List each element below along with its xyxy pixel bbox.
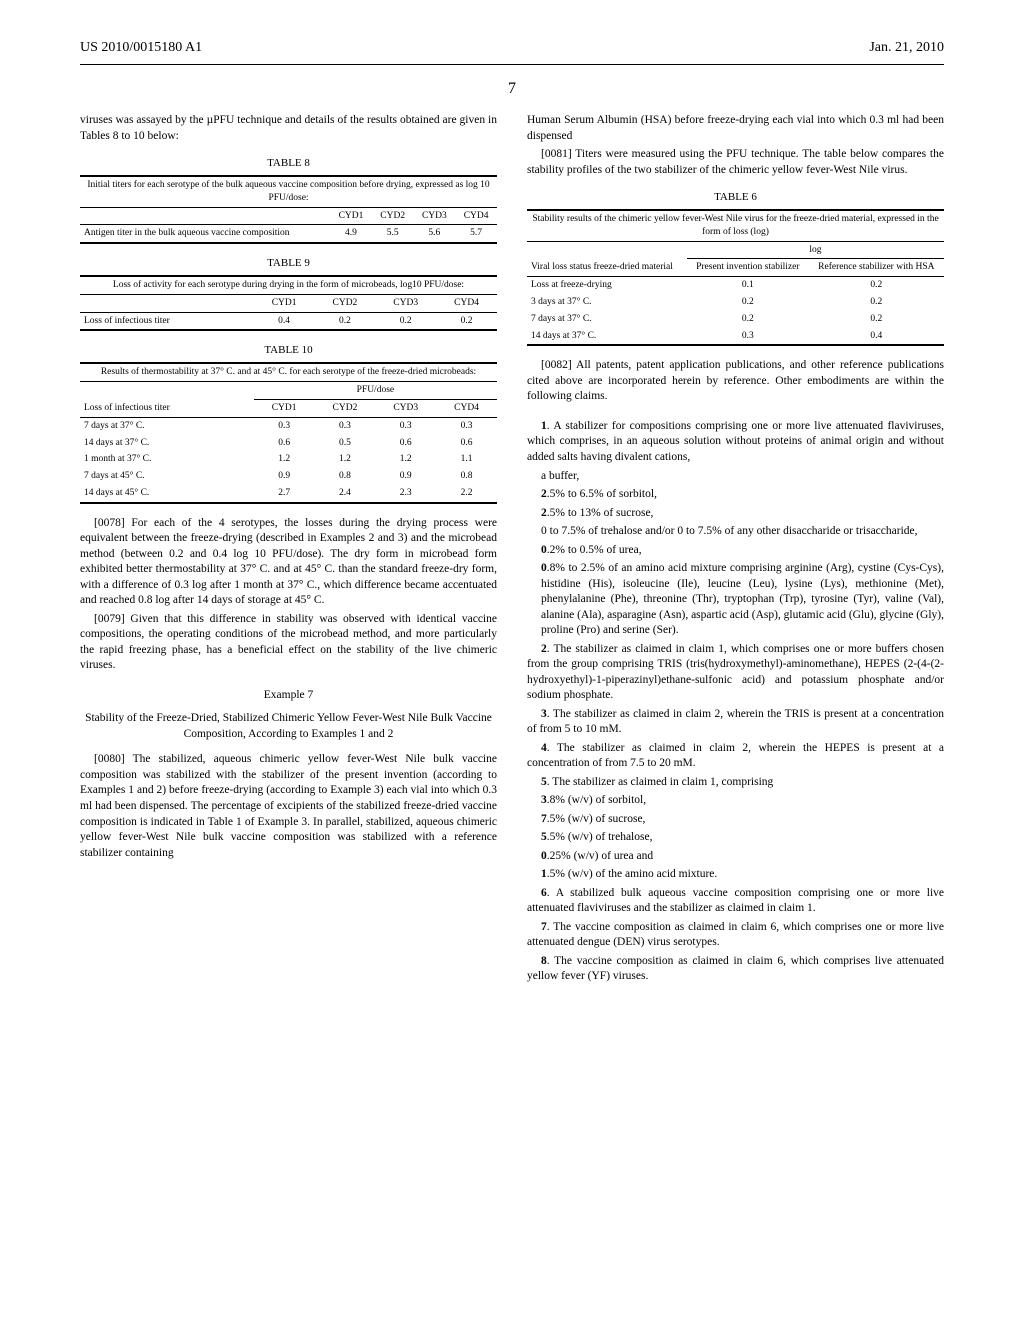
table6: Stability results of the chimeric yellow… <box>527 209 944 347</box>
claim-item: 5.5% (w/v) of trehalose, <box>527 830 944 846</box>
claim-item: 0.8% to 2.5% of an amino acid mixture co… <box>527 561 944 639</box>
claim-5: 5. The stabilizer as claimed in claim 1,… <box>527 775 944 791</box>
table9: Loss of activity for each serotype durin… <box>80 275 497 331</box>
page-number: 7 <box>0 80 1024 98</box>
table-row: 14 days at 37° C.0.30.4 <box>527 328 944 346</box>
content-columns: viruses was assayed by the µPFU techniqu… <box>0 113 1024 988</box>
left-column: viruses was assayed by the µPFU techniqu… <box>80 113 497 988</box>
claim-2: 2. The stabilizer as claimed in claim 1,… <box>527 642 944 704</box>
claim-item: 0.25% (w/v) of urea and <box>527 849 944 865</box>
table10-caption: Results of thermostability at 37° C. and… <box>80 363 497 381</box>
para-cont: Human Serum Albumin (HSA) before freeze-… <box>527 113 944 144</box>
para-78: [0078] For each of the 4 serotypes, the … <box>80 516 497 609</box>
table-row: 7 days at 37° C.0.30.30.30.3 <box>80 417 497 434</box>
claim-6: 6. A stabilized bulk aqueous vaccine com… <box>527 886 944 917</box>
table-row: 7 days at 45° C.0.90.80.90.8 <box>80 468 497 485</box>
right-column: Human Serum Albumin (HSA) before freeze-… <box>527 113 944 988</box>
publication-number: US 2010/0015180 A1 <box>80 40 202 56</box>
claim-item: a buffer, <box>527 469 944 485</box>
publication-date: Jan. 21, 2010 <box>869 40 944 56</box>
para-intro: viruses was assayed by the µPFU techniqu… <box>80 113 497 144</box>
table9-title: TABLE 9 <box>80 256 497 271</box>
table-row: 3 days at 37° C.0.20.2 <box>527 294 944 311</box>
claim-8: 8. The vaccine composition as claimed in… <box>527 954 944 985</box>
table-row: Loss at freeze-drying0.10.2 <box>527 277 944 294</box>
table8-caption: Initial titers for each serotype of the … <box>80 176 497 207</box>
table6-caption: Stability results of the chimeric yellow… <box>527 210 944 241</box>
para-79: [0079] Given that this difference in sta… <box>80 612 497 674</box>
claim-item: 0 to 7.5% of trehalose and/or 0 to 7.5% … <box>527 524 944 540</box>
para-81: [0081] Titers were measured using the PF… <box>527 147 944 178</box>
table-row: 1 month at 37° C.1.21.21.21.1 <box>80 451 497 468</box>
para-80: [0080] The stabilized, aqueous chimeric … <box>80 752 497 861</box>
table9-caption: Loss of activity for each serotype durin… <box>80 276 497 294</box>
header-rule <box>80 64 944 65</box>
table-row: 7 days at 37° C.0.20.2 <box>527 311 944 328</box>
claim-item: 2.5% to 6.5% of sorbitol, <box>527 487 944 503</box>
example7-subtitle: Stability of the Freeze-Dried, Stabilize… <box>80 711 497 742</box>
table10-title: TABLE 10 <box>80 343 497 358</box>
claim-4: 4. The stabilizer as claimed in claim 2,… <box>527 741 944 772</box>
claim-item: 1.5% (w/v) of the amino acid mixture. <box>527 867 944 883</box>
table-row: 14 days at 37° C.0.60.50.60.6 <box>80 435 497 452</box>
claim-1: 1. A stabilizer for compositions compris… <box>527 419 944 466</box>
claim-3: 3. The stabilizer as claimed in claim 2,… <box>527 707 944 738</box>
page-header: US 2010/0015180 A1 Jan. 21, 2010 <box>0 0 1024 64</box>
claim-item: 0.2% to 0.5% of urea, <box>527 543 944 559</box>
claim-7: 7. The vaccine composition as claimed in… <box>527 920 944 951</box>
claim-item: 3.8% (w/v) of sorbitol, <box>527 793 944 809</box>
table10: Results of thermostability at 37° C. and… <box>80 362 497 504</box>
table-row: 14 days at 45° C.2.72.42.32.2 <box>80 485 497 503</box>
example7-title: Example 7 <box>80 688 497 704</box>
claim-item: 7.5% (w/v) of sucrose, <box>527 812 944 828</box>
table6-title: TABLE 6 <box>527 190 944 205</box>
claim-item: 2.5% to 13% of sucrose, <box>527 506 944 522</box>
table8-title: TABLE 8 <box>80 156 497 171</box>
table8: Initial titers for each serotype of the … <box>80 175 497 244</box>
para-82: [0082] All patents, patent application p… <box>527 358 944 405</box>
